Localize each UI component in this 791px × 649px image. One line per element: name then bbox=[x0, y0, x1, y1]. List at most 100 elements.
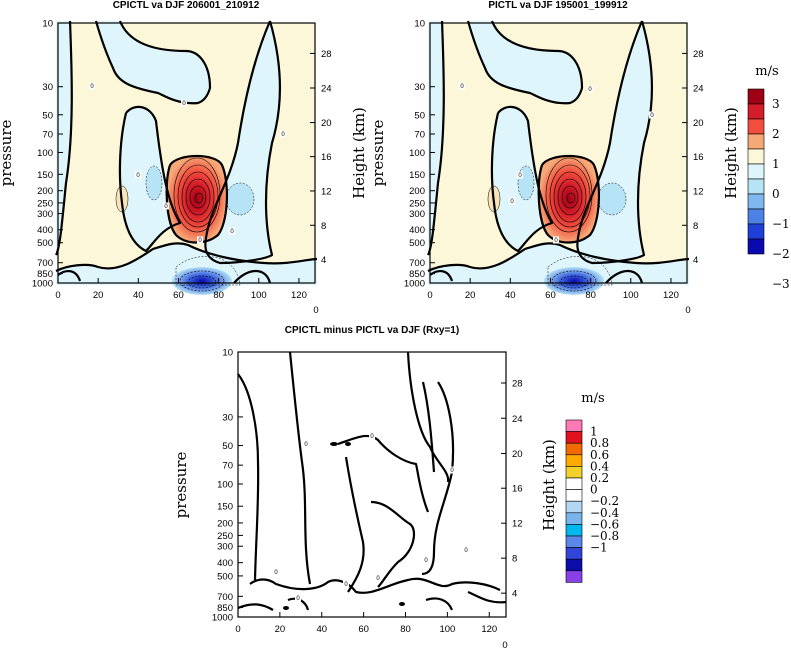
y-tick-label: 850 bbox=[37, 269, 53, 280]
y-tick-label: 1000 bbox=[32, 279, 53, 290]
y-tick-label: 10 bbox=[222, 348, 233, 359]
colorbar-box bbox=[565, 431, 583, 444]
colorbar-box bbox=[565, 535, 583, 548]
contour-label-bg bbox=[553, 236, 559, 244]
contour-label: 0 bbox=[518, 173, 522, 179]
y-tick-label: 300 bbox=[409, 209, 425, 220]
y2-tick-label: 16 bbox=[321, 152, 332, 163]
contour-label: 0 bbox=[164, 204, 168, 210]
y-tick-label: 500 bbox=[37, 238, 53, 249]
contour-label-bg bbox=[163, 202, 169, 210]
y-tick-label: 100 bbox=[409, 148, 425, 159]
colorbar-label: −1 bbox=[590, 541, 608, 555]
contour-label: 0 bbox=[510, 199, 514, 205]
contour-labels: 0 0 0 0 0 0 0 0 0 bbox=[273, 432, 469, 602]
y-tick-label: 70 bbox=[222, 461, 233, 472]
y-tick-label: 850 bbox=[409, 269, 425, 280]
y-tick-label: 200 bbox=[409, 186, 425, 197]
y2-tick-label: 28 bbox=[321, 49, 332, 60]
colorbar-label: 0 bbox=[772, 187, 780, 201]
x-tick-label: 60 bbox=[358, 624, 369, 635]
colorbar-boxes bbox=[565, 419, 583, 583]
y-tick-label: 700 bbox=[37, 258, 53, 269]
x-tick-label: 40 bbox=[316, 624, 327, 635]
contour-label-bg bbox=[343, 580, 349, 588]
colorbar-label: −0.8 bbox=[590, 529, 619, 543]
contour-label: 0 bbox=[460, 84, 464, 90]
colorbar-unit: m/s bbox=[581, 391, 604, 406]
colorbar-label: 0.4 bbox=[590, 459, 609, 473]
contour-label: 0 bbox=[230, 229, 234, 235]
contour-label-bg bbox=[517, 171, 523, 179]
corner-label: 0 bbox=[313, 305, 318, 316]
x-tick-label: 0 bbox=[427, 290, 432, 301]
contour-label: 0 bbox=[136, 173, 140, 179]
contour-label-bg bbox=[509, 197, 515, 205]
y-tick-label: 150 bbox=[217, 502, 233, 513]
colorbar-label: 0.2 bbox=[590, 471, 609, 485]
y-tick-label: 500 bbox=[409, 238, 425, 249]
x-tick-label: 100 bbox=[623, 290, 639, 301]
contour-label-bg bbox=[181, 99, 187, 107]
colorbar-label: −0.6 bbox=[590, 517, 619, 531]
colorbar-box bbox=[565, 570, 583, 583]
colorbar-box bbox=[747, 178, 765, 195]
axis-ticks: 0 20 40 60 80 100 1201030507010015020025030040… bbox=[32, 19, 332, 302]
y-tick-label: 500 bbox=[217, 571, 233, 582]
x-tick-label: 80 bbox=[400, 624, 411, 635]
contour-label: 0 bbox=[554, 238, 558, 244]
y-tick-label: 150 bbox=[37, 170, 53, 181]
contour-label: 0 bbox=[650, 113, 654, 119]
colorbar-box bbox=[565, 466, 583, 479]
colorbar-box bbox=[565, 442, 583, 456]
contour-label-bg bbox=[295, 594, 301, 602]
contour-label: 0 bbox=[588, 87, 592, 93]
contour-label-bg bbox=[423, 556, 429, 564]
contour-label-bg bbox=[587, 85, 593, 93]
x-tick-label: 100 bbox=[251, 290, 267, 301]
y-tick-label: 400 bbox=[37, 225, 53, 236]
colorbar-label: 0.6 bbox=[590, 448, 609, 462]
colorbar-box bbox=[747, 223, 765, 240]
y2-tick-label: 24 bbox=[693, 84, 704, 95]
axis-ticks: 0 20 40 60 80 100 1201030507010015020025030040… bbox=[404, 19, 704, 302]
contour-label: 0 bbox=[464, 548, 468, 554]
contour-field bbox=[426, 19, 691, 297]
colorbar-box bbox=[565, 512, 583, 525]
y2-tick-label: 20 bbox=[321, 118, 332, 129]
colorbar-unit: m/s bbox=[755, 64, 778, 79]
contour-label: 0 bbox=[281, 132, 285, 138]
y2-axis-label: Height (km) bbox=[722, 107, 740, 199]
colorbar-top: m/s 3 2 1 0 −1 −2 −3 bbox=[747, 64, 790, 291]
y2-tick-label: 8 bbox=[512, 554, 517, 565]
contour-label: 0 bbox=[424, 558, 428, 564]
colorbar-boxes bbox=[747, 88, 765, 255]
y-tick-label: 250 bbox=[217, 531, 233, 542]
y-tick-label: 700 bbox=[409, 258, 425, 269]
colorbar-label: −2 bbox=[772, 247, 790, 261]
contour-field bbox=[54, 19, 319, 297]
y2-tick-label: 8 bbox=[693, 221, 698, 232]
plot-frame bbox=[237, 351, 507, 618]
contour-label: 0 bbox=[304, 442, 308, 448]
colorbar-label: 0.8 bbox=[590, 436, 609, 450]
contour-label-bg bbox=[463, 546, 469, 554]
x-tick-label: 80 bbox=[213, 290, 224, 301]
contour-label-bg bbox=[229, 227, 235, 235]
colorbar-box bbox=[747, 118, 765, 135]
contour-label-bg bbox=[449, 466, 455, 474]
y-tick-label: 70 bbox=[42, 130, 53, 141]
colorbar-box bbox=[565, 489, 583, 502]
y-tick-label: 300 bbox=[217, 542, 233, 553]
y-tick-label: 700 bbox=[217, 592, 233, 603]
y-tick-label: 250 bbox=[409, 198, 425, 209]
y-tick-label: 200 bbox=[37, 186, 53, 197]
colorbar-label: 2 bbox=[772, 127, 780, 141]
y2-tick-label: 4 bbox=[693, 255, 698, 266]
y-axis-label: pressure bbox=[0, 120, 15, 187]
y-tick-label: 850 bbox=[217, 603, 233, 614]
y-tick-label: 30 bbox=[42, 82, 53, 93]
colorbar-bottom: m/s 10.80.60.40.20−0.2−0.4−0.6−0.8−1 bbox=[565, 391, 620, 583]
y2-tick-label: 28 bbox=[693, 49, 704, 60]
